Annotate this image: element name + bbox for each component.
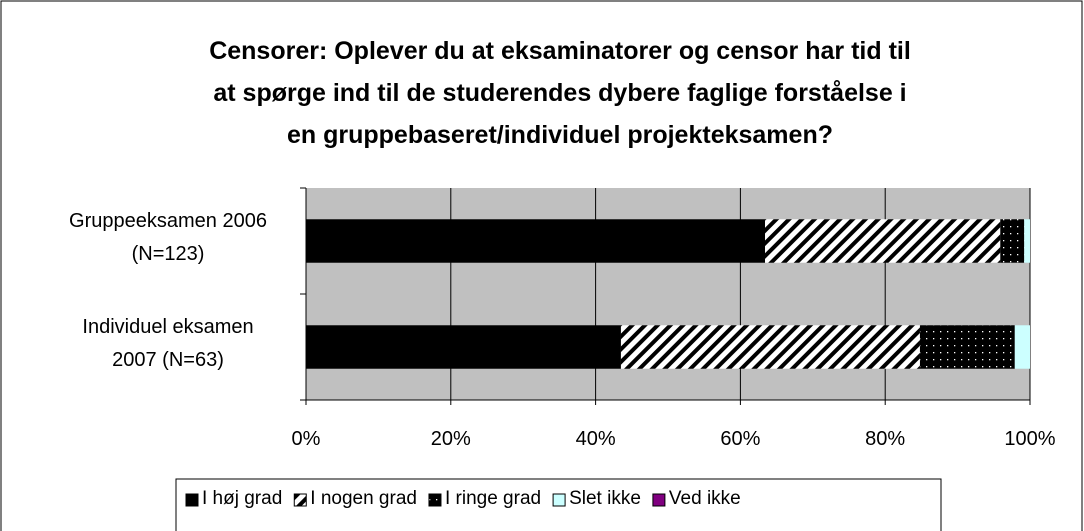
bar-segment bbox=[306, 219, 766, 263]
legend-label: Ved ikke bbox=[668, 488, 741, 509]
chart-title: Censorer: Oplever du at eksaminatorer og… bbox=[209, 37, 911, 149]
legend-swatch bbox=[293, 493, 307, 507]
legend-label: I høj grad bbox=[202, 488, 283, 509]
legend-swatch bbox=[552, 493, 566, 507]
x-tick-label: 60% bbox=[720, 428, 761, 450]
bar-segment bbox=[306, 325, 621, 369]
legend-label: I ringe grad bbox=[444, 488, 542, 509]
legend-swatch bbox=[185, 493, 199, 507]
bar-segment bbox=[765, 219, 1001, 263]
legend-swatch bbox=[652, 493, 666, 507]
bar-segment bbox=[1024, 219, 1030, 263]
x-tick-label: 100% bbox=[1004, 428, 1056, 450]
bar-segment bbox=[1014, 325, 1030, 369]
bar-segment bbox=[1000, 219, 1025, 263]
x-tick-label: 0% bbox=[291, 428, 321, 450]
x-tick-label: 80% bbox=[865, 428, 906, 450]
legend-label: Slet ikke bbox=[569, 488, 641, 509]
x-tick-label: 40% bbox=[575, 428, 616, 450]
legend-label: I nogen grad bbox=[310, 488, 417, 509]
y-tick-label: Gruppeeksamen 2006 (N=123) bbox=[69, 210, 267, 265]
x-tick-label: 20% bbox=[430, 428, 471, 450]
y-tick-label: Individuel eksamen 2007 (N=63) bbox=[82, 316, 254, 371]
bar-segment bbox=[620, 325, 920, 369]
legend-swatch bbox=[428, 493, 442, 507]
bar-segment bbox=[919, 325, 1015, 369]
